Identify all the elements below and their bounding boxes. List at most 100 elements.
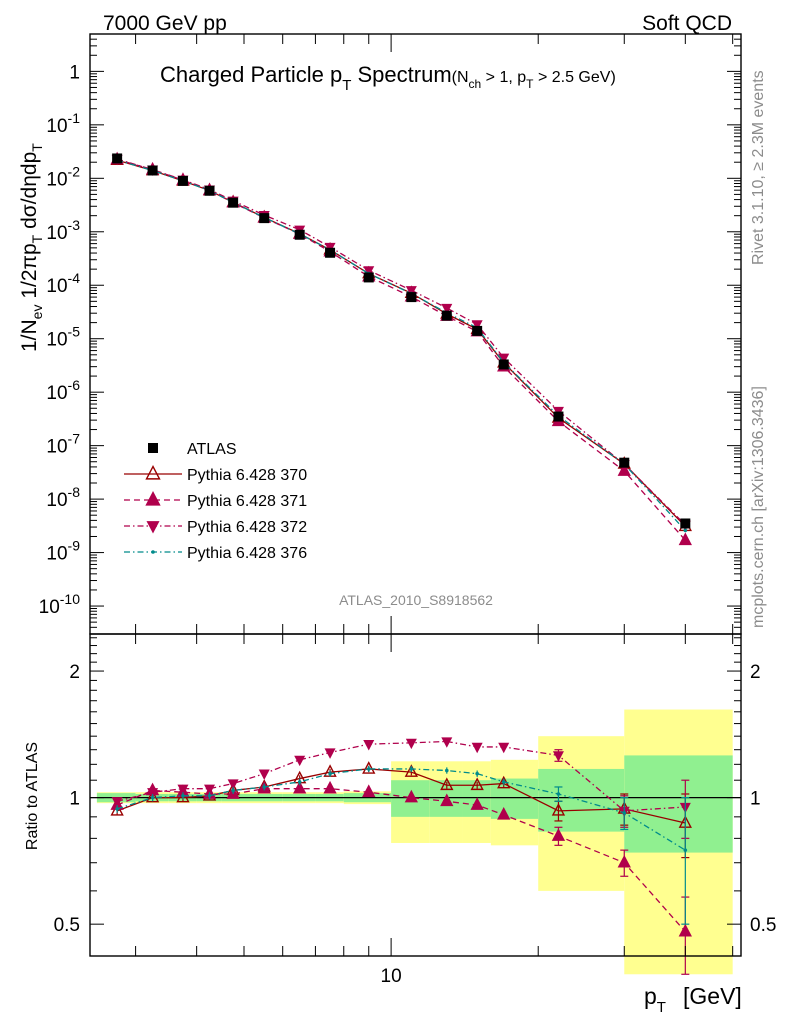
main-ytick-label: 10-4	[46, 270, 80, 297]
ratio-point-3-15	[683, 848, 688, 852]
legend-marker-4	[151, 550, 155, 554]
main-point-0-7	[325, 247, 336, 258]
main-point-0-15	[680, 518, 691, 529]
main-ytick-label: 10-2	[46, 163, 80, 190]
ratio-point-1-12	[497, 807, 511, 820]
main-ylabel: 1/Nev 1/2πpT dσ/dηdpT	[18, 143, 45, 352]
ratio-point-3-4	[231, 788, 235, 793]
ratio-point-2-0	[111, 797, 123, 808]
band-inner-14	[624, 755, 733, 853]
band-inner-12	[490, 778, 539, 819]
ratio-ytick-label-left: 0.5	[54, 915, 80, 936]
main-series-layer	[110, 151, 692, 546]
ratio-point-2-2	[177, 784, 189, 796]
ratio-point-2-5	[258, 769, 270, 781]
ratio-point-3-11	[475, 771, 479, 776]
main-point-3-12	[498, 353, 510, 365]
main-ytick-label: 10-8	[46, 484, 80, 511]
main-title-condition-sub2: T	[526, 77, 534, 91]
ratio-point-2-10	[441, 737, 453, 748]
ratio-series-line-1	[116, 788, 686, 933]
main-point-0-10	[441, 310, 452, 321]
legend-label-0: ATLAS	[187, 441, 237, 458]
legend-label-3: Pythia 6.428 372	[187, 519, 307, 536]
ratio-point-2-1	[147, 788, 159, 799]
ratio-point-1-8	[362, 784, 376, 798]
ratio-point-2-9	[405, 738, 417, 750]
main-title-condition-sub1: ch	[469, 77, 482, 91]
mcplots-side-label: mcplots.cern.ch [arXiv:1306.3436]	[750, 386, 767, 628]
ratio-point-3-12	[501, 780, 506, 784]
ratio-point-2-13	[552, 751, 564, 762]
legend: ATLAS Pythia 6.428 370 Pythia 6.428 371 Pyt…	[124, 441, 307, 562]
ratio-point-2-4	[227, 779, 239, 790]
ratio-ytick-label-left: 1	[69, 789, 80, 810]
ratio-series-line-3	[116, 768, 686, 851]
main-point-0-13	[553, 411, 564, 422]
main-point-3-10	[441, 303, 453, 315]
main-point-0-5	[259, 213, 270, 224]
main-point-0-0	[112, 153, 123, 164]
ratio-point-3-13	[556, 792, 561, 796]
ratio-point-0-11	[470, 777, 484, 791]
main-series-0	[112, 153, 691, 529]
legend-marker-0	[148, 443, 158, 453]
legend-marker-1	[145, 465, 161, 480]
legend-marker-2	[145, 491, 161, 506]
ratio-point-0-10	[440, 777, 454, 791]
ratio-point-3-2	[181, 793, 185, 798]
legend-label-2: Pythia 6.428 371	[187, 493, 307, 510]
legend-marker-3	[146, 521, 160, 534]
x-axis-label: pT [GeV]	[644, 983, 742, 1016]
ratio-point-1-14	[617, 854, 631, 868]
main-series-line-4	[116, 159, 686, 531]
x-tick-label: 10	[381, 966, 402, 987]
ratio-point-3-6	[297, 780, 302, 784]
ratio-point-1-13	[551, 828, 566, 841]
ratio-ytick-label-right: 2	[750, 662, 761, 683]
main-point-0-3	[204, 185, 215, 196]
ratio-point-1-15	[678, 923, 692, 937]
main-point-0-6	[294, 229, 305, 240]
legend-label-1: Pythia 6.428 370	[187, 467, 307, 484]
ratio-series-line-2	[116, 740, 686, 812]
ratio-point-3-7	[328, 771, 332, 776]
ratio-point-2-8	[363, 740, 375, 751]
ratio-point-3-9	[409, 767, 414, 771]
band-inner-13	[538, 768, 625, 832]
ratio-uncertainty-bands	[96, 709, 733, 975]
ratio-point-3-5	[262, 785, 267, 789]
main-ytick-label: 10-7	[46, 431, 80, 458]
ratio-ytick-label-right: 1	[750, 789, 761, 810]
main-ytick-label: 10-9	[46, 538, 80, 565]
ratio-series-3	[115, 765, 690, 925]
analysis-tag: ATLAS_2010_S8918562	[339, 592, 493, 608]
main-series-line-3	[116, 158, 686, 526]
ratio-point-3-10	[444, 768, 449, 773]
ratio-point-1-11	[470, 797, 484, 810]
main-ytick-label: 1	[69, 62, 80, 83]
ratio-point-1-10	[440, 793, 454, 807]
ratio-point-0-8	[362, 761, 376, 774]
ratio-point-0-9	[404, 764, 418, 777]
main-point-4-15	[683, 528, 688, 533]
main-title: Charged Particle pT Spectrum(Nch > 1, pT…	[160, 62, 616, 94]
axis-frames	[89, 33, 742, 957]
main-title-tail: Spectrum	[351, 62, 451, 87]
ratio-series-layer	[110, 737, 692, 975]
main-point-0-12	[498, 359, 509, 370]
ratio-point-2-11	[471, 742, 483, 754]
main-title-text: Charged Particle p	[160, 62, 342, 87]
x-ticks: 10	[135, 34, 734, 987]
ratio-point-1-6	[293, 780, 307, 794]
main-point-0-8	[363, 272, 374, 283]
ratio-point-3-8	[366, 767, 371, 771]
ratio-point-2-7	[324, 748, 336, 759]
main-point-3-9	[405, 286, 417, 297]
ratio-point-2-12	[498, 742, 510, 754]
ratio-point-3-0	[115, 807, 119, 811]
ratio-point-2-3	[204, 784, 216, 796]
ratio-point-1-9	[404, 789, 418, 803]
main-point-3-8	[363, 266, 375, 277]
ratio-ytick-label-left: 2	[69, 662, 80, 683]
